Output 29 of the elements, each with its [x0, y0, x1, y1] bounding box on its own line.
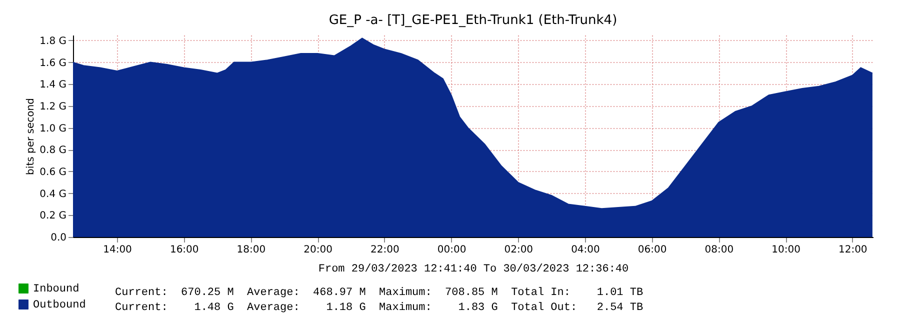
- x-tick-label: 12:00: [838, 244, 868, 256]
- x-tick-label: 16:00: [170, 244, 199, 256]
- x-tick-label: 10:00: [772, 244, 800, 256]
- y-tick-label: 1.4 G: [40, 80, 66, 91]
- y-tick-label: 1.8 G: [40, 36, 66, 47]
- y-tick-label: 0.4 G: [40, 188, 66, 200]
- x-tick-label: 22:00: [370, 244, 400, 256]
- legend-label: Inbound: [33, 284, 80, 296]
- text: Current: 1.48 G Average: 1.18 G Maximum: 1.83 G Total Out: 2.54 TB: [115, 301, 644, 316]
- x-tick-label: 06:00: [638, 244, 667, 256]
- x-tick-label: 08:00: [704, 244, 734, 256]
- chart-title: GE_P -a- [T]_GE-PE1_Eth-Trunk1 (Eth-Trunk4): [328, 13, 618, 28]
- y-tick-label: 1.2 G: [40, 101, 66, 112]
- y-tick-label: 0.2 G: [40, 210, 66, 222]
- y-tick-label: 0.6 G: [40, 166, 66, 178]
- x-tick-label: 04:00: [571, 244, 600, 256]
- x-tick-label: 20:00: [304, 244, 332, 256]
- y-tick-label: 0.0: [50, 232, 66, 244]
- x-tick-label: 14:00: [103, 244, 132, 256]
- y-tick-label: 0.8 G: [40, 145, 66, 156]
- legend-label: Outbound: [33, 300, 86, 312]
- text: Current: 670.25 M Average: 468.97 M Maximum: 708.85 M Total In: 1.01 TB: [115, 286, 644, 301]
- y-axis-title: bits per second: [26, 98, 37, 175]
- x-tick-label: 18:00: [236, 244, 266, 256]
- x-tick-label: 02:00: [504, 244, 534, 256]
- x-tick-label: 00:00: [437, 244, 466, 256]
- y-tick-label: 1.0 G: [40, 123, 66, 134]
- y-tick-label: 1.6 G: [40, 58, 66, 69]
- x-axis-title: From 29/03/2023 12:41:40 To 30/03/2023 12:36:40: [318, 264, 629, 276]
